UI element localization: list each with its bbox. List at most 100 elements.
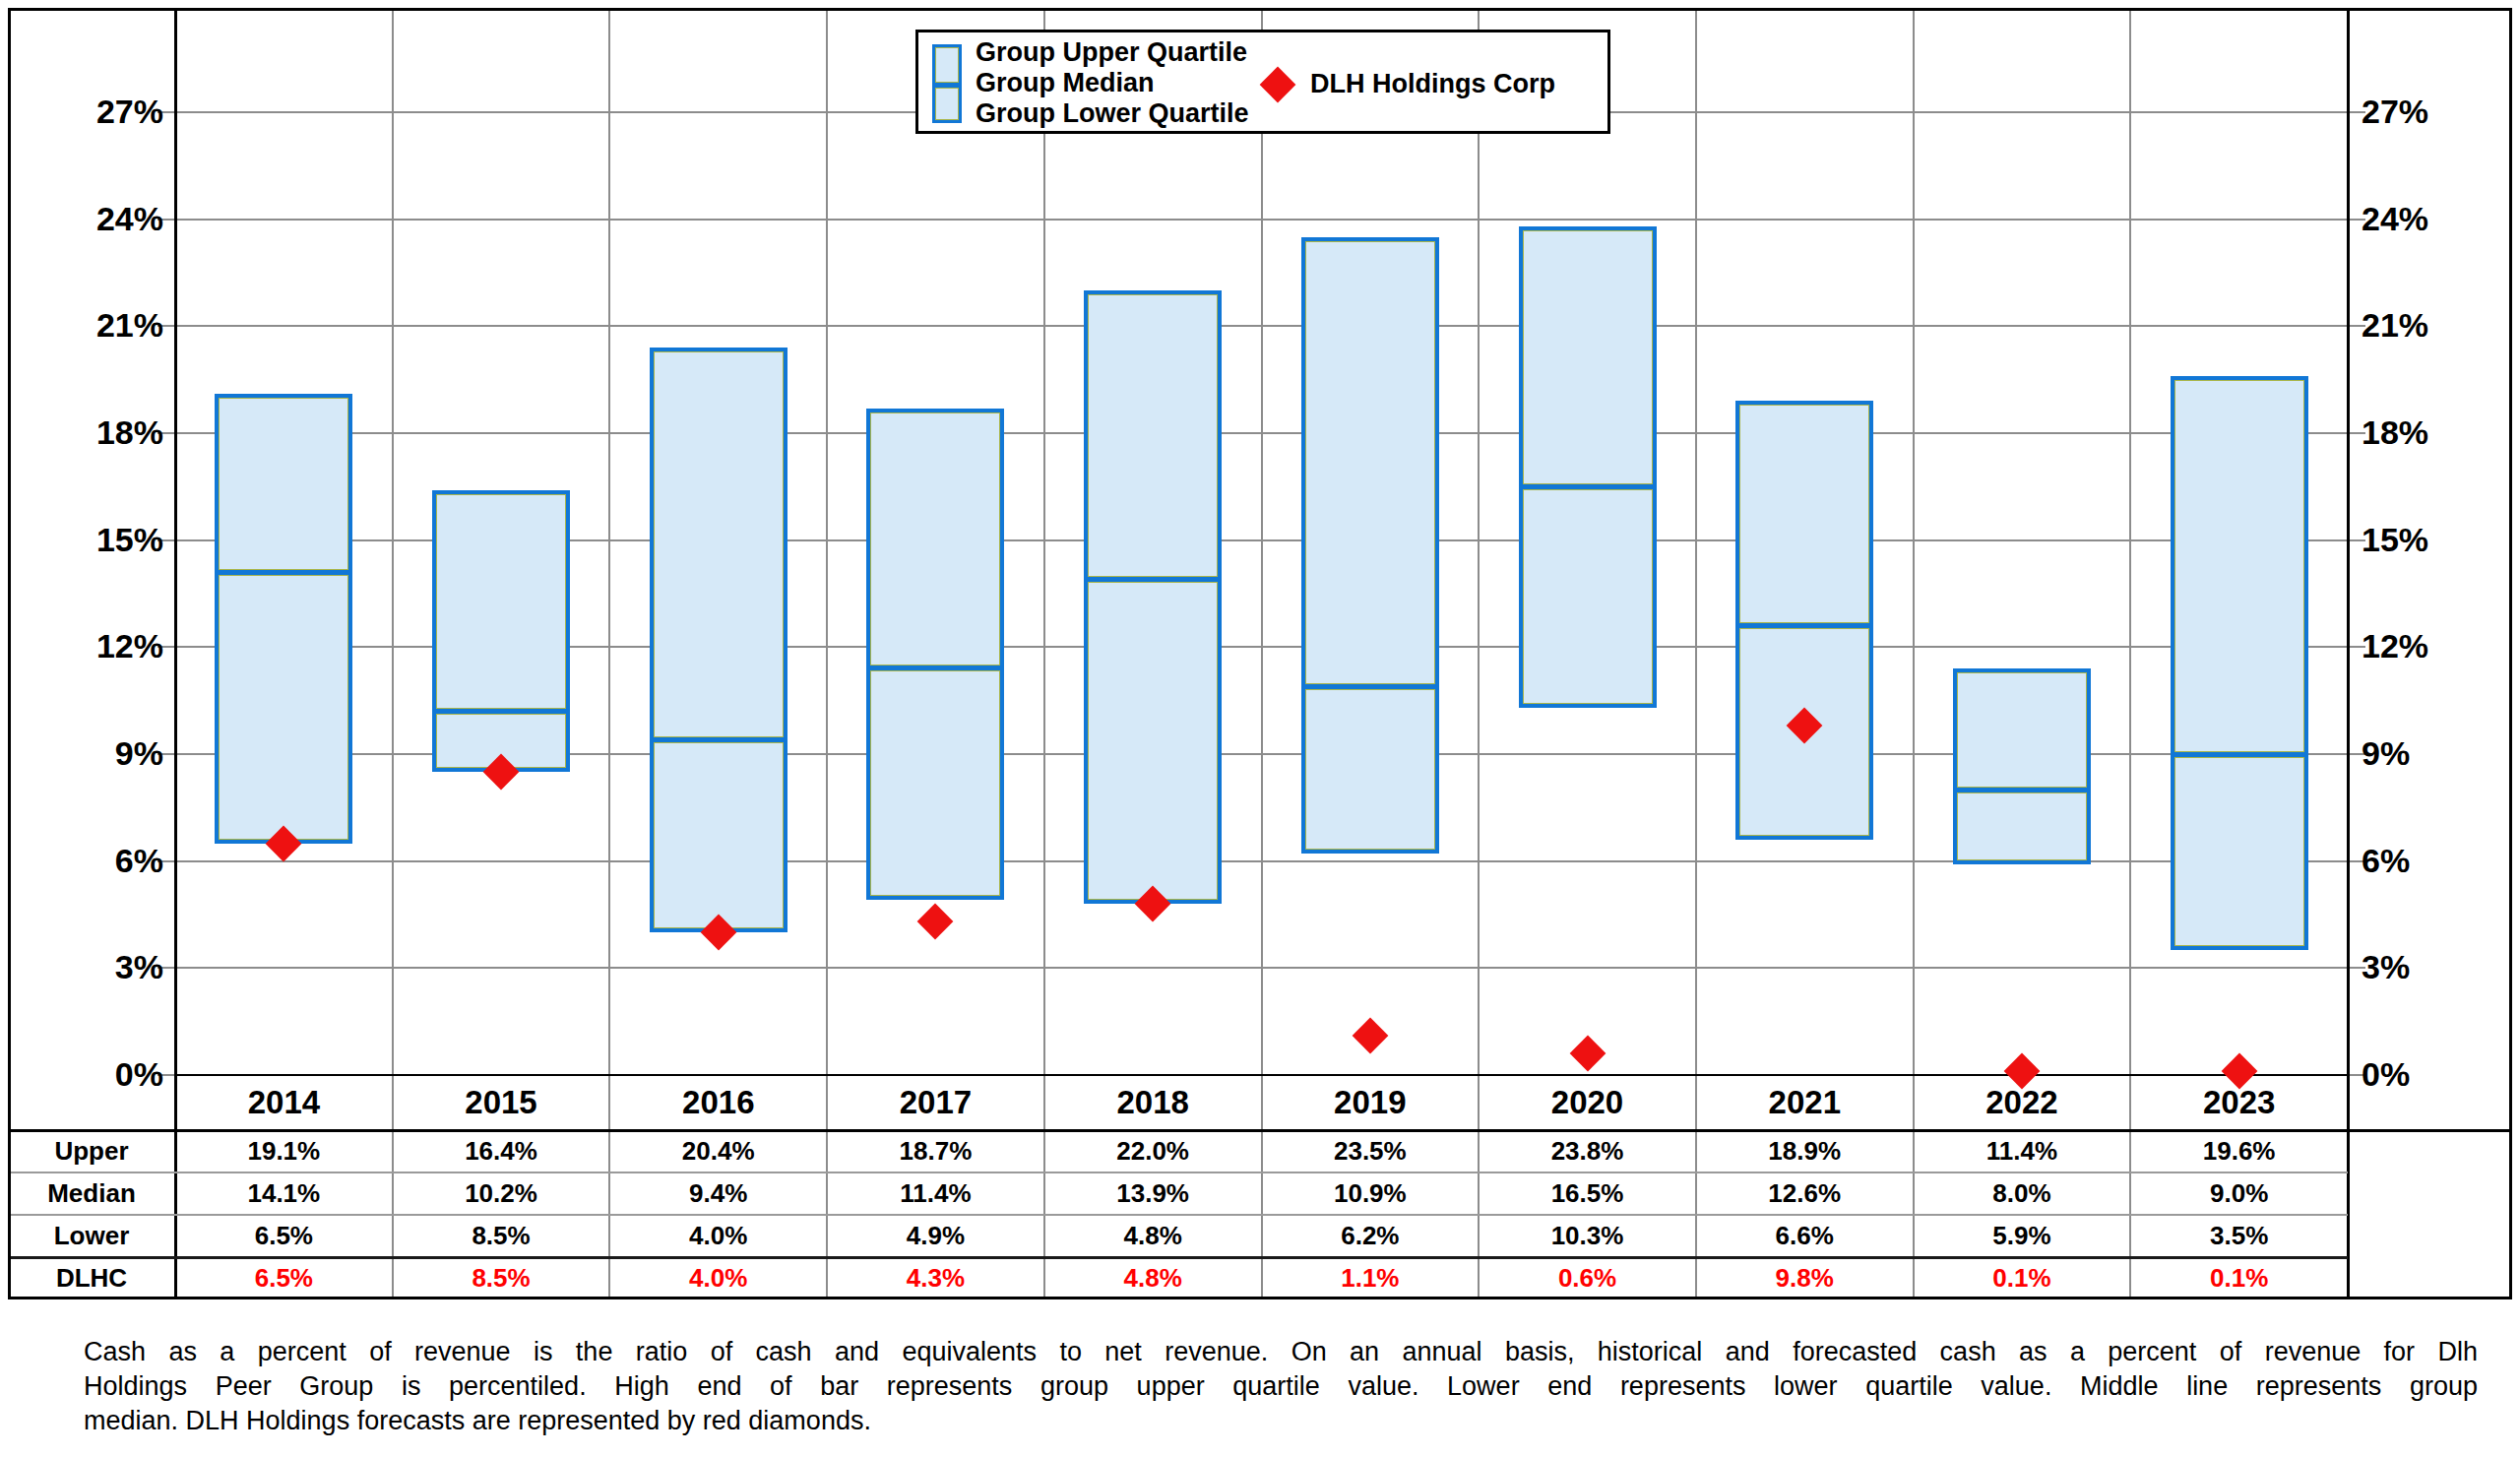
y-axis-label-right: 24% [2362, 201, 2428, 236]
legend-label-lower-quartile: Group Lower Quartile [976, 98, 1249, 129]
chart-plot-area: 0%0%3%3%6%6%9%9%12%12%15%15%18%18%21%21%… [0, 0, 2520, 1457]
dlhc-diamond-2020 [1569, 1036, 1606, 1072]
year-label-2016: 2016 [610, 1084, 827, 1121]
table-cell-dlhc-2017: 4.3% [827, 1263, 1044, 1294]
table-cell-dlhc-2019: 1.1% [1262, 1263, 1480, 1294]
y-axis-label-right: 27% [2362, 94, 2428, 129]
table-row-label-lower: Lower [8, 1221, 175, 1251]
table-cell-dlhc-2022: 0.1% [1914, 1263, 2131, 1294]
quartile-bar-2016 [650, 348, 788, 932]
table-cell-lower-2020: 10.3% [1479, 1221, 1696, 1251]
y-axis-label-right: 18% [2362, 414, 2428, 450]
y-axis-label-right: 6% [2362, 843, 2410, 878]
year-label-2020: 2020 [1480, 1084, 1696, 1121]
quartile-bar-2017 [866, 409, 1004, 901]
footnote-line: Cash as a percent of revenue is the rati… [84, 1335, 2478, 1369]
y-axis-label-right: 12% [2362, 628, 2428, 664]
table-cell-lower-2022: 5.9% [1914, 1221, 2131, 1251]
quartile-bar-2015 [432, 490, 570, 772]
y-axis-label-right: 0% [2362, 1056, 2410, 1092]
table-row-rule-heavy [8, 1256, 2348, 1259]
median-line-2014 [219, 569, 348, 576]
footnote-line: Holdings Peer Group is percentiled. High… [84, 1369, 2478, 1404]
table-cell-median-2018: 13.9% [1044, 1178, 1262, 1209]
y-axis-label-left: 24% [39, 201, 163, 236]
table-cell-upper-2017: 18.7% [827, 1136, 1044, 1167]
table-cell-median-2022: 8.0% [1914, 1178, 2131, 1209]
table-row-label-median: Median [8, 1178, 175, 1209]
table-cell-upper-2016: 20.4% [609, 1136, 827, 1167]
table-cell-median-2020: 16.5% [1479, 1178, 1696, 1209]
year-label-2015: 2015 [393, 1084, 609, 1121]
dlhc-diamond-2017 [917, 904, 954, 940]
table-cell-lower-2023: 3.5% [2130, 1221, 2348, 1251]
legend-labels: Group Upper Quartile Group Median Group … [976, 37, 1249, 129]
footnote-line: median. DLH Holdings forecasts are repre… [84, 1404, 2478, 1438]
y-axis-label-left: 0% [39, 1056, 163, 1092]
legend-diamond-icon [1260, 67, 1296, 103]
table-cell-upper-2022: 11.4% [1914, 1136, 2131, 1167]
table-row-label-upper: Upper [8, 1136, 175, 1167]
median-line-2017 [870, 665, 1000, 671]
year-label-2014: 2014 [175, 1084, 392, 1121]
legend-quartile-bar-swatch [932, 44, 962, 123]
year-label-2021: 2021 [1696, 1084, 1913, 1121]
table-cell-upper-2020: 23.8% [1479, 1136, 1696, 1167]
table-cell-upper-2019: 23.5% [1262, 1136, 1480, 1167]
y-axis-label-right: 9% [2362, 735, 2410, 771]
year-label-2017: 2017 [827, 1084, 1043, 1121]
table-cell-median-2023: 9.0% [2130, 1178, 2348, 1209]
year-label-2019: 2019 [1262, 1084, 1479, 1121]
table-cell-lower-2015: 8.5% [393, 1221, 610, 1251]
median-line-2022 [1957, 787, 2087, 793]
table-cell-lower-2017: 4.9% [827, 1221, 1044, 1251]
year-label-2018: 2018 [1044, 1084, 1261, 1121]
table-cell-median-2016: 9.4% [609, 1178, 827, 1209]
table-cell-dlhc-2021: 9.8% [1696, 1263, 1914, 1294]
quartile-bar-2020 [1519, 226, 1657, 708]
quartile-bar-2019 [1301, 237, 1439, 855]
legend-label-dlhc: DLH Holdings Corp [1310, 69, 1555, 99]
table-cell-lower-2016: 4.0% [609, 1221, 827, 1251]
footnote: Cash as a percent of revenue is the rati… [84, 1335, 2478, 1438]
legend-median-line [935, 82, 959, 89]
y-axis-label-left: 27% [39, 94, 163, 129]
table-cell-dlhc-2020: 0.6% [1479, 1263, 1696, 1294]
table-cell-median-2015: 10.2% [393, 1178, 610, 1209]
quartile-bar-2018 [1084, 290, 1222, 904]
table-cell-dlhc-2016: 4.0% [609, 1263, 827, 1294]
table-cell-upper-2015: 16.4% [393, 1136, 610, 1167]
median-line-2020 [1523, 483, 1653, 490]
quartile-bar-2022 [1953, 668, 2091, 864]
legend: Group Upper Quartile Group Median Group … [915, 30, 1610, 134]
table-row-label-dlhc: DLHC [8, 1263, 175, 1294]
y-axis-label-left: 15% [39, 522, 163, 557]
y-axis-label-left: 21% [39, 307, 163, 343]
table-cell-dlhc-2023: 0.1% [2130, 1263, 2348, 1294]
median-line-2015 [436, 708, 566, 715]
table-cell-dlhc-2014: 6.5% [175, 1263, 393, 1294]
median-line-2018 [1088, 576, 1218, 583]
table-cell-upper-2018: 22.0% [1044, 1136, 1262, 1167]
year-label-2022: 2022 [1914, 1084, 2130, 1121]
table-cell-median-2019: 10.9% [1262, 1178, 1480, 1209]
table-cell-dlhc-2018: 4.8% [1044, 1263, 1262, 1294]
table-cell-upper-2023: 19.6% [2130, 1136, 2348, 1167]
y-axis-label-right: 15% [2362, 522, 2428, 557]
table-cell-lower-2018: 4.8% [1044, 1221, 1262, 1251]
y-axis-label-left: 6% [39, 843, 163, 878]
y-axis-label-right: 3% [2362, 949, 2410, 984]
y-axis-label-right: 21% [2362, 307, 2428, 343]
table-header-rule [8, 1129, 2512, 1132]
table-row-rule [8, 1214, 2348, 1216]
table-cell-median-2014: 14.1% [175, 1178, 393, 1209]
y-axis-label-left: 18% [39, 414, 163, 450]
table-cell-upper-2014: 19.1% [175, 1136, 393, 1167]
quartile-bar-2021 [1735, 401, 1873, 840]
y-axis-label-left: 3% [39, 949, 163, 984]
table-cell-lower-2014: 6.5% [175, 1221, 393, 1251]
table-cell-lower-2019: 6.2% [1262, 1221, 1480, 1251]
quartile-bar-2023 [2171, 376, 2308, 950]
table-cell-median-2017: 11.4% [827, 1178, 1044, 1209]
median-line-2023 [2174, 751, 2304, 758]
